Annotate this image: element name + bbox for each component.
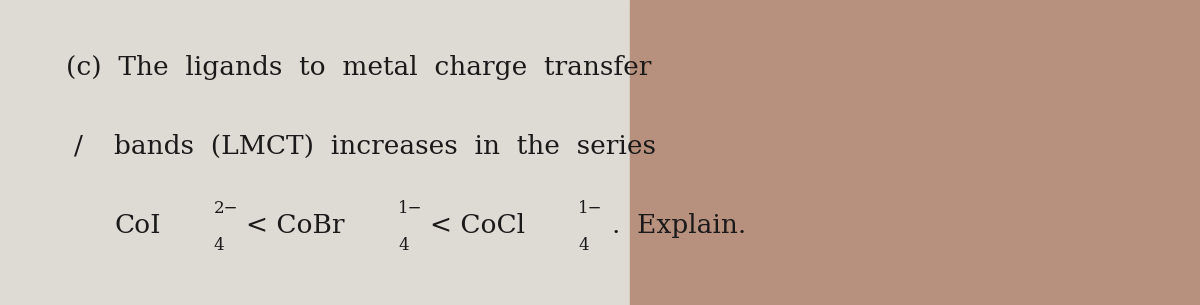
Text: bands  (LMCT)  increases  in  the  series: bands (LMCT) increases in the series [114, 134, 656, 159]
Text: 4: 4 [578, 237, 589, 254]
Text: CoI: CoI [114, 213, 161, 238]
Text: 4: 4 [214, 237, 224, 254]
Text: /: / [74, 134, 83, 159]
Text: 1−: 1− [578, 200, 602, 217]
Text: 1−: 1− [398, 200, 422, 217]
Bar [630, 0, 1200, 305]
Text: (c)  The  ligands  to  metal  charge  transfer: (c) The ligands to metal charge transfer [66, 55, 652, 80]
Text: 2−: 2− [214, 200, 238, 217]
Text: < CoBr: < CoBr [246, 213, 344, 238]
Text: 4: 4 [398, 237, 409, 254]
Text: .  Explain.: . Explain. [612, 213, 746, 238]
Text: < CoCl: < CoCl [430, 213, 524, 238]
